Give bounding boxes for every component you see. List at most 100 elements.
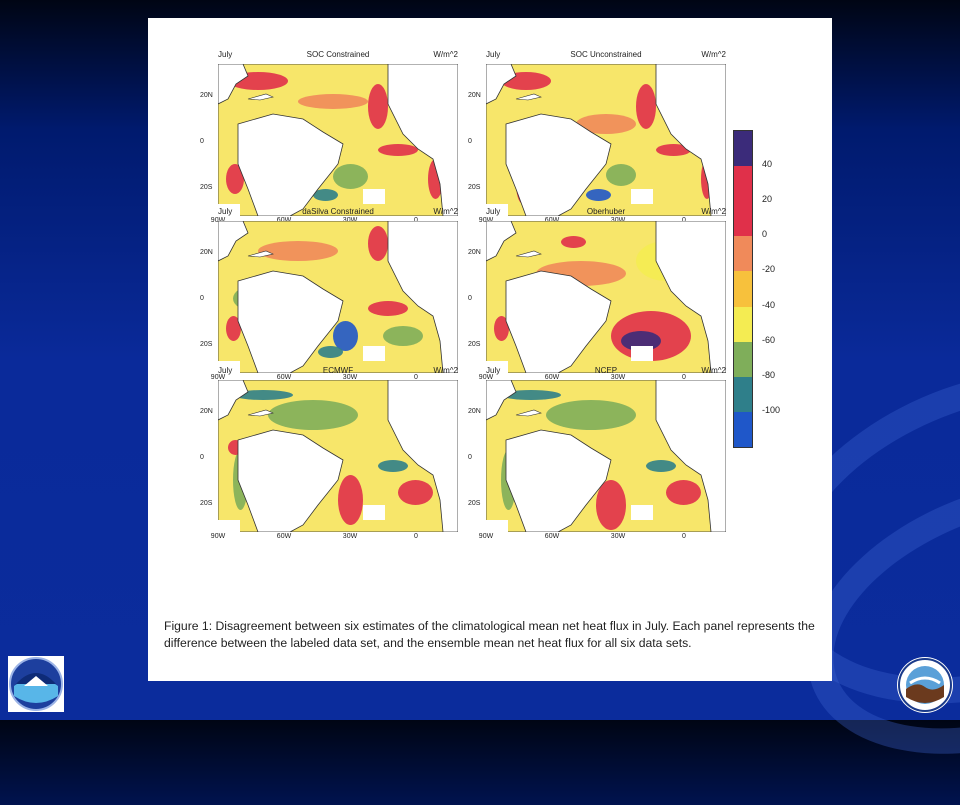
flux-map — [218, 221, 458, 373]
map-panel: July NCEP W/m^2 20N 0 20S 90W 60W 30W 0 — [468, 366, 726, 540]
latitude-tick-label: 20S — [200, 341, 213, 348]
flux-map — [218, 64, 458, 216]
flux-anomaly-region — [596, 480, 626, 530]
panel-unit: W/m^2 — [433, 207, 458, 216]
flux-anomaly-region — [576, 114, 636, 134]
africa-land — [655, 64, 726, 216]
missing-data-patch — [631, 505, 653, 520]
panel-title: Oberhuber — [586, 207, 626, 216]
latitude-tick-label: 0 — [468, 295, 472, 302]
colorbar-tick-label: -80 — [762, 369, 776, 380]
missing-data-patch — [363, 189, 385, 204]
agency-seal-logo — [897, 657, 953, 713]
missing-data-patch — [631, 346, 653, 361]
flux-anomaly-region — [383, 326, 423, 346]
longitude-tick-label: 60W — [276, 533, 292, 540]
missing-data-patch — [486, 361, 508, 373]
africa-land — [655, 221, 726, 373]
longitude-tick-label: 0 — [414, 533, 418, 540]
longitude-tick-label: 0 — [682, 217, 686, 224]
colorbar-tick-label: -20 — [762, 264, 776, 275]
colorbar-tick-label: -60 — [762, 334, 776, 345]
flux-anomaly-region — [338, 475, 363, 525]
missing-data-patch — [486, 204, 508, 216]
colorbar-segment — [734, 411, 752, 447]
flux-anomaly-region — [546, 400, 636, 430]
missing-data-patch — [363, 346, 385, 361]
caribbean-islands — [515, 250, 542, 258]
figure-sheet: July SOC Constrained W/m^2 20N 0 20S 90W 60W… — [148, 18, 832, 681]
missing-data-patch — [486, 520, 508, 532]
colorbar-tick-label: 40 — [762, 159, 773, 170]
colorbar — [733, 130, 753, 448]
longitude-tick-label: 30W — [342, 374, 358, 381]
colorbar-tick-label: -100 — [762, 404, 781, 415]
caribbean-islands — [515, 93, 542, 101]
latitude-tick-label: 20S — [468, 500, 481, 507]
latitude-tick-label: 20S — [200, 184, 213, 191]
latitude-tick-label: 20N — [468, 249, 481, 256]
longitude-tick-label: 30W — [342, 217, 358, 224]
map-panel: July Oberhuber W/m^2 20N 0 20S 90W 60W 30W 0 — [468, 207, 726, 381]
colorbar-tick-label: 20 — [762, 194, 773, 205]
caribbean-islands — [247, 250, 274, 258]
flux-map — [486, 64, 726, 216]
longitude-tick-label: 60W — [544, 374, 560, 381]
flux-anomaly-region — [258, 241, 338, 261]
missing-data-patch — [218, 520, 240, 532]
longitude-tick-label: 90W — [210, 533, 226, 540]
flux-anomaly-region — [368, 226, 388, 261]
north-america-land — [218, 380, 249, 421]
figure-caption: Figure 1: Disagreement between six estim… — [164, 619, 815, 650]
flux-anomaly-region — [494, 316, 509, 341]
latitude-tick-label: 20N — [468, 408, 481, 415]
latitude-tick-label: 20S — [468, 184, 481, 191]
colorbar-segment — [734, 271, 752, 307]
longitude-tick-label: 60W — [544, 217, 560, 224]
flux-anomaly-region — [501, 390, 561, 400]
colorbar-tick-label: -40 — [762, 299, 776, 310]
latitude-tick-label: 20S — [200, 500, 213, 507]
flux-map — [218, 380, 458, 532]
panel-unit: W/m^2 — [433, 50, 458, 59]
africa-land — [387, 64, 458, 216]
longitude-tick-label: 90W — [210, 217, 226, 224]
flux-map — [486, 380, 726, 532]
flux-anomaly-region — [606, 164, 636, 186]
colorbar-segment — [734, 166, 752, 202]
latitude-tick-label: 0 — [200, 454, 204, 461]
colorbar-segment — [734, 376, 752, 412]
north-america-land — [218, 64, 249, 105]
latitude-tick-label: 0 — [468, 454, 472, 461]
longitude-tick-label: 0 — [682, 374, 686, 381]
north-america-land — [486, 380, 517, 421]
longitude-tick-label: 90W — [478, 374, 494, 381]
flux-anomaly-region — [333, 164, 368, 189]
flux-anomaly-region — [368, 84, 388, 129]
panel-month: July — [218, 207, 233, 216]
longitude-tick-label: 60W — [544, 533, 560, 540]
flux-anomaly-region — [636, 84, 656, 129]
map-panel: July daSilva Constrained W/m^2 20N 0 20S 90… — [200, 207, 458, 381]
noaa-logo — [8, 656, 64, 712]
south-america-land — [505, 429, 612, 532]
south-america-land — [237, 113, 344, 216]
caribbean-islands — [247, 409, 274, 417]
flux-anomaly-region — [378, 144, 418, 156]
panel-month: July — [486, 50, 501, 59]
colorbar-segment — [734, 341, 752, 377]
colorbar-segment — [734, 131, 752, 167]
flux-map — [486, 221, 726, 373]
latitude-tick-label: 0 — [200, 138, 204, 145]
colorbar-segment — [734, 306, 752, 342]
latitude-tick-label: 20N — [200, 92, 213, 99]
longitude-tick-label: 60W — [276, 217, 292, 224]
flux-anomaly-region — [333, 321, 358, 351]
panel-unit: W/m^2 — [701, 366, 726, 375]
latitude-tick-label: 0 — [200, 295, 204, 302]
longitude-tick-label: 0 — [414, 374, 418, 381]
flux-anomaly-region — [226, 164, 244, 194]
flux-anomaly-region — [666, 480, 701, 505]
panel-month: July — [486, 366, 501, 375]
panel-unit: W/m^2 — [701, 50, 726, 59]
